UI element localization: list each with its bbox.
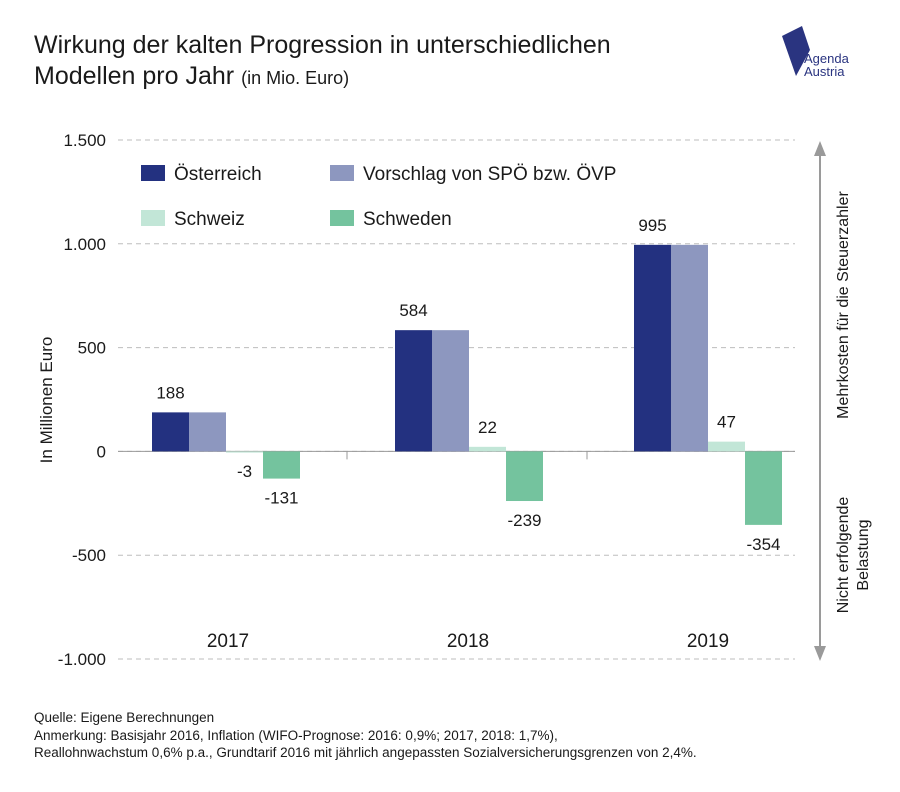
legend-label: Schweiz — [174, 209, 245, 230]
remark-line-1: Anmerkung: Basisjahr 2016, Inflation (WI… — [34, 727, 558, 743]
x-category-label: 2017 — [207, 631, 249, 652]
data-label: 584 — [399, 301, 427, 320]
title-line-1: Wirkung der kalten Progression in unters… — [34, 31, 611, 59]
bar-3-0 — [263, 451, 300, 479]
data-label: -131 — [264, 489, 298, 508]
bar-3-1 — [506, 451, 543, 502]
data-label: -354 — [746, 535, 780, 554]
y-tick-label: 1.500 — [63, 131, 106, 150]
legend-label: Österreich — [174, 164, 262, 185]
arrow-down-icon — [814, 646, 826, 661]
bar-1-0 — [189, 412, 226, 452]
legend-label: Schweden — [363, 209, 452, 230]
legend-swatch — [141, 210, 165, 226]
x-category-label: 2018 — [447, 631, 489, 652]
bar-2-2 — [708, 441, 745, 452]
bar-2-1 — [469, 446, 506, 452]
data-label: 995 — [638, 216, 666, 235]
title-unit: (in Mio. Euro) — [241, 68, 350, 88]
y-tick-label: 0 — [97, 442, 106, 461]
y-axis-label: In Millionen Euro — [37, 337, 56, 464]
data-label: -3 — [237, 462, 252, 481]
agenda-austria-logo-icon — [782, 26, 810, 76]
y-tick-label: -1.000 — [58, 650, 106, 669]
x-category-label: 2019 — [687, 631, 729, 652]
data-label: 22 — [478, 418, 497, 437]
footer: Quelle: Eigene Berechnungen Anmerkung: B… — [34, 709, 697, 762]
data-label: -239 — [507, 511, 541, 530]
title-main: Modellen pro Jahr — [34, 62, 235, 90]
bar-0-1 — [395, 330, 432, 452]
bar-1-1 — [432, 330, 469, 452]
remark-line-2: Reallohnwachstum 0,6% p.a., Grundtarif 2… — [34, 745, 697, 760]
legend-swatch — [330, 165, 354, 181]
title-line-2: Modellen pro Jahr (in Mio. Euro) — [34, 61, 611, 94]
right-annotation-up: Mehrkosten für die Steuerzahler — [835, 190, 852, 418]
legend-label: Vorschlag von SPÖ bzw. ÖVP — [363, 164, 616, 185]
chart-title: Wirkung der kalten Progression in unters… — [34, 30, 611, 94]
chart-area: 1.500 1.000 500 0 -500 -1.000 In Millionen Eur… — [37, 131, 872, 669]
bar-1-2 — [671, 244, 708, 452]
logo-text-line-2: Austria — [804, 64, 845, 79]
legend-swatch — [141, 165, 165, 181]
logo-text-line-1: Agenda — [804, 51, 849, 66]
right-annotation-down-line-1: Nicht erfolgende — [835, 497, 852, 614]
source-note: Quelle: Eigene Berechnungen — [34, 710, 215, 725]
data-label: 47 — [717, 413, 736, 432]
y-tick-label: 1.000 — [63, 235, 106, 254]
arrow-up-icon — [814, 141, 826, 156]
data-label: 188 — [156, 383, 184, 402]
legend-swatch — [330, 210, 354, 226]
y-tick-label: 500 — [78, 339, 106, 358]
y-tick-label: -500 — [72, 546, 106, 565]
bar-2-0 — [226, 451, 263, 453]
right-annotation-down-line-2: Belastung — [855, 519, 872, 590]
bar-0-0 — [152, 412, 189, 452]
bar-0-2 — [634, 244, 671, 452]
bar-3-2 — [745, 451, 782, 525]
